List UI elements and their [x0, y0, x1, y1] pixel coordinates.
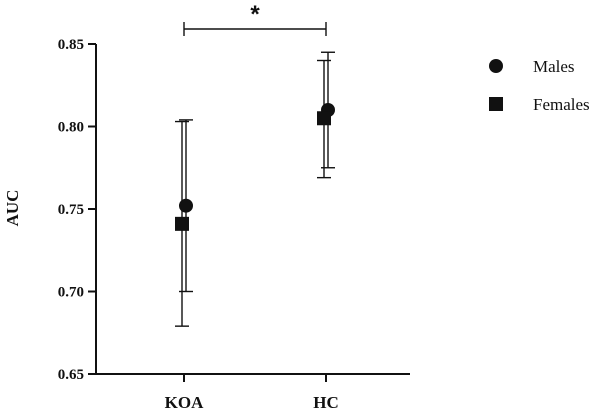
significance-star: *	[250, 1, 260, 28]
y-tick-label: 0.85	[58, 37, 84, 53]
data-points	[175, 103, 335, 231]
data-point-females	[317, 111, 331, 126]
data-point-males	[179, 198, 193, 213]
legend-item-males: Males	[489, 57, 575, 76]
y-ticks: 0.65 0.70 0.75 0.80 0.85	[58, 37, 96, 383]
y-tick-label: 0.65	[58, 367, 84, 383]
legend-label: Males	[533, 57, 575, 76]
x-tick-label: KOA	[165, 393, 204, 412]
y-axis-title: AUC	[3, 190, 22, 227]
y-tick-label: 0.70	[58, 285, 84, 301]
x-tick-label: HC	[313, 393, 339, 412]
legend-label: Females	[533, 95, 590, 114]
legend-item-females: Females	[489, 95, 590, 114]
legend-marker-circle	[489, 59, 503, 73]
error-bars	[175, 51, 335, 327]
significance-bracket: *	[183, 1, 327, 36]
axes	[95, 44, 410, 375]
y-tick-label: 0.80	[58, 120, 84, 136]
x-ticks: KOA HC	[165, 374, 339, 412]
legend: Males Females	[489, 57, 590, 114]
legend-marker-square	[489, 97, 503, 111]
data-point-females	[175, 216, 189, 231]
y-tick-label: 0.75	[58, 202, 84, 218]
